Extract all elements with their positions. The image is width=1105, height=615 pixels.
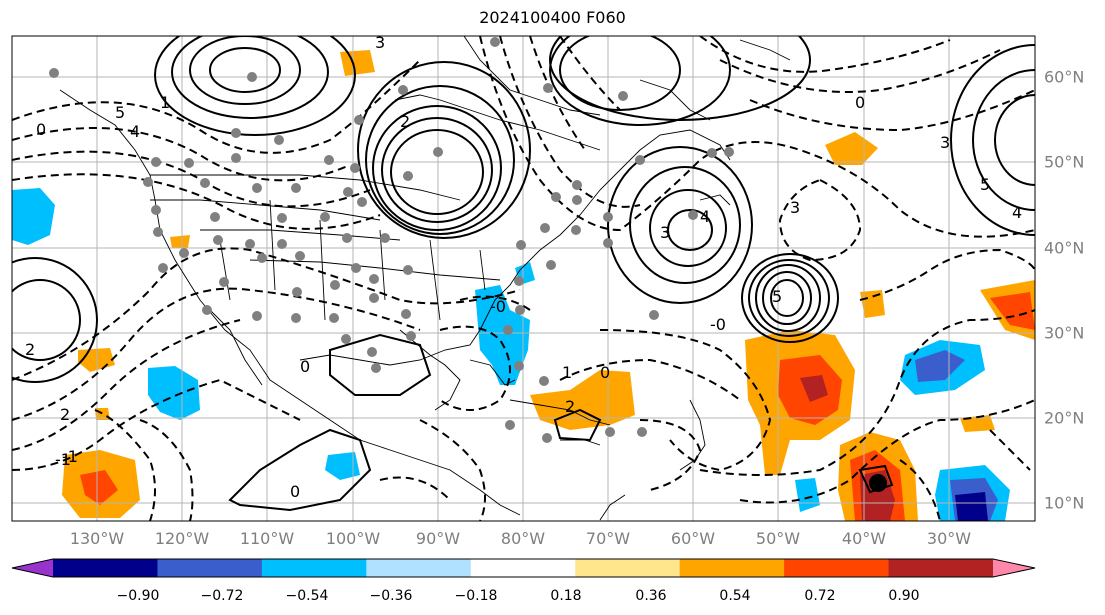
- contour-label: 0: [855, 93, 865, 112]
- contour-label: 0: [36, 120, 46, 139]
- lat-label: 50°N: [1044, 152, 1085, 172]
- contour-label: 1: [160, 93, 170, 112]
- colorbar-label: 0.18: [550, 588, 582, 604]
- lon-label: 100°W: [325, 529, 381, 548]
- coastlines: [59, 36, 791, 521]
- colorbar-label: 0.72: [804, 588, 836, 604]
- dashed-contours: [12, 36, 1035, 521]
- lon-label: 70°W: [585, 529, 631, 548]
- solid-contours: [12, 36, 1035, 512]
- colorbar-label: −0.54: [285, 588, 329, 604]
- shade-blue-atl2c: [955, 492, 988, 521]
- lon-label: 130°W: [69, 529, 125, 548]
- contour-label: -0: [490, 297, 506, 316]
- station-markers: [49, 37, 734, 443]
- shade-blue-atl1b: [915, 350, 965, 382]
- contour-label: 2: [25, 340, 35, 359]
- colorbar-label: 0.90: [888, 588, 920, 604]
- lat-label: 60°N: [1044, 67, 1085, 87]
- grid-lines: [12, 36, 1035, 521]
- contour-label: 5: [115, 103, 125, 122]
- contour-label: -1: [62, 447, 78, 466]
- lat-label: 40°N: [1044, 238, 1085, 258]
- lon-label: 120°W: [154, 529, 210, 548]
- contour-label: 3: [660, 223, 670, 242]
- contour-label: 2: [400, 112, 410, 131]
- contour-label: 0: [290, 482, 300, 501]
- lon-label: 60°W: [670, 529, 716, 548]
- map-frame: [11, 35, 1036, 522]
- lon-label: 40°W: [841, 529, 887, 548]
- colorbar-label: −0.90: [116, 588, 160, 604]
- shade-orange-canada: [340, 50, 375, 76]
- contour-label: 1: [562, 363, 572, 382]
- contour-label: 4: [130, 122, 140, 141]
- colorbar-label: −0.72: [200, 588, 244, 604]
- lat-label: 30°N: [1044, 323, 1085, 343]
- contour-label: 2: [60, 405, 70, 424]
- shade-red-pac: [80, 470, 118, 505]
- lat-label: 20°N: [1044, 408, 1085, 428]
- shade-blue-gulf: [475, 285, 530, 385]
- contour-label: -0: [710, 315, 726, 334]
- contour-label: 3: [940, 133, 950, 152]
- shade-orange-carib: [530, 370, 635, 430]
- lon-label: 50°W: [755, 529, 801, 548]
- contour-label: 4: [1012, 203, 1022, 222]
- shade-blue-pacific: [12, 188, 55, 245]
- contour-label: 5: [980, 175, 990, 194]
- contour-label: 4: [700, 207, 710, 226]
- contour-label: 0: [600, 363, 610, 382]
- map-title: 2024100400 F060: [479, 8, 626, 27]
- contour-label: 3: [375, 33, 385, 52]
- colorbar-label: 0.54: [719, 588, 751, 604]
- contour-label: 2: [565, 397, 575, 416]
- lon-label: 90°W: [415, 529, 461, 548]
- colorbar-label: 0.36: [635, 588, 667, 604]
- contour-labels: 3 4 5 0 1 2 -1 -0 3 4 3 5 2 -0 0 1 2 5 3…: [25, 33, 1022, 501]
- contour-label: -1: [55, 450, 71, 469]
- shade-blue-pac2: [148, 366, 200, 420]
- contour-label: 3: [790, 198, 800, 217]
- contour-label: 0: [300, 357, 310, 376]
- shade-orange-atl2: [825, 132, 878, 165]
- storm-center-marker: [869, 474, 887, 492]
- lon-label: 30°W: [926, 529, 972, 548]
- shade-blue-mex: [325, 452, 360, 480]
- colorbar-label: −0.36: [369, 588, 413, 604]
- lat-label: 10°N: [1044, 493, 1085, 513]
- colorbar-label: −0.18: [454, 588, 498, 604]
- shade-orange-ca: [170, 235, 190, 248]
- lon-label: 80°W: [500, 529, 546, 548]
- shade-red-atl4: [990, 292, 1035, 330]
- shade-orange-atl3: [860, 290, 885, 318]
- contour-label: 5: [772, 287, 782, 306]
- lon-label: 110°W: [239, 529, 295, 548]
- shade-dred-atl1: [800, 375, 828, 402]
